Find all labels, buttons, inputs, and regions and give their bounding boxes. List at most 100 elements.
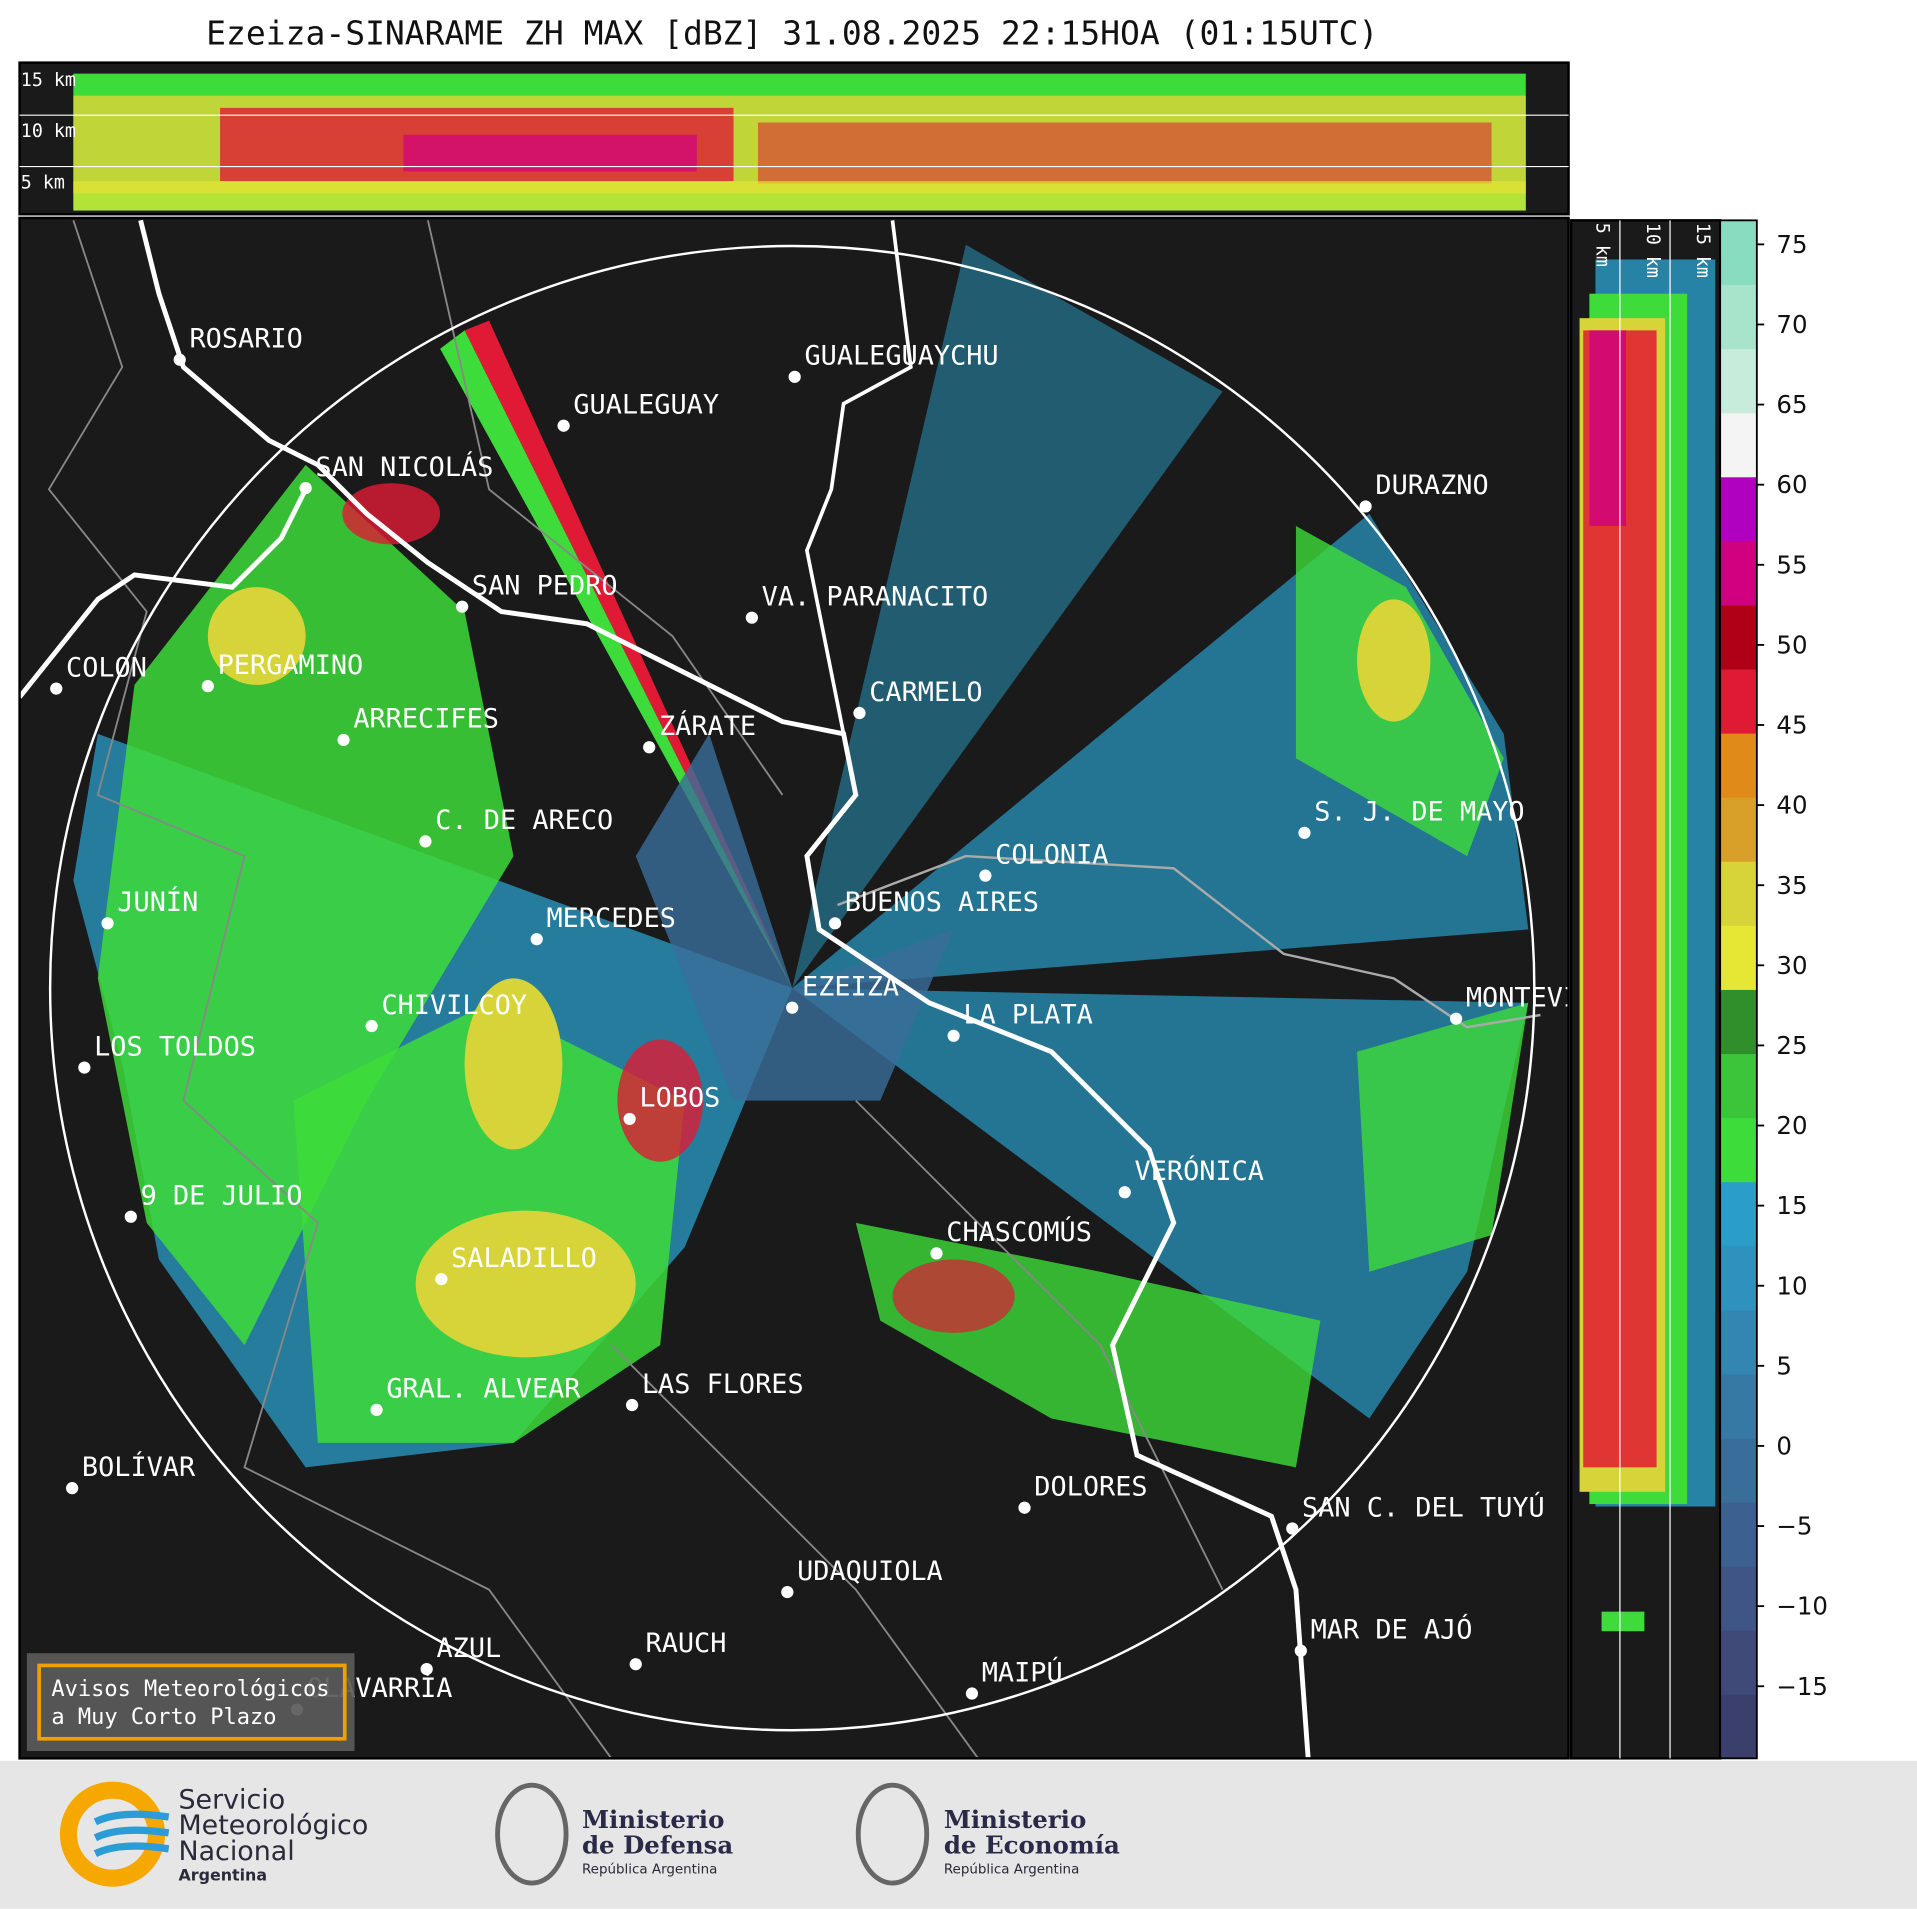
city-dot <box>419 835 432 848</box>
city-dot <box>625 1398 639 1412</box>
city-label: CARMELO <box>869 677 982 708</box>
notice-line: Avisos Meteorológicos <box>51 1677 329 1702</box>
city-label: UDAQUIOLA <box>797 1556 943 1587</box>
logo-text: Nacional <box>178 1836 294 1867</box>
city-label: GRAL. ALVEAR <box>386 1374 581 1405</box>
colorbar-frame <box>1719 219 1758 1760</box>
city-label: COLONIA <box>995 839 1108 870</box>
city-dot <box>745 611 758 624</box>
notice-line: a Muy Corto Plazo <box>51 1705 276 1730</box>
colorbar-tick-label: 75 <box>1776 230 1807 259</box>
city-label: LA PLATA <box>963 1000 1092 1031</box>
colorbar-tick-label: 30 <box>1776 951 1807 980</box>
logo-text: Argentina <box>178 1866 267 1885</box>
city-dot <box>173 353 186 366</box>
color-bin <box>1720 861 1757 926</box>
notice[interactable]: Avisos Meteorológicos a Muy Corto Plazo <box>26 1653 355 1752</box>
colorbar-tick-label: 65 <box>1776 390 1807 419</box>
color-bin <box>1720 925 1757 990</box>
colorbar-tick-label: 50 <box>1776 630 1807 659</box>
color-bin <box>1720 1181 1757 1247</box>
colorbar: −15 −10 −5 0 5 10 15 20 25 30 35 40 45 50 55 60 65 70 75 <box>1719 219 1828 1760</box>
city-label: C. DE ARECO <box>435 805 613 836</box>
city-label: CHASCOMÚS <box>946 1216 1092 1248</box>
color-bin <box>1720 604 1757 670</box>
city-dot <box>456 600 469 613</box>
city-dot <box>1359 500 1372 513</box>
color-bin <box>1720 1245 1757 1311</box>
city-label: LOS TOLDOS <box>94 1031 256 1062</box>
city-label: MERCEDES <box>546 903 675 934</box>
city-label: RAUCH <box>646 1628 727 1659</box>
city-dot <box>1286 1522 1299 1535</box>
height-label: 10 km <box>21 121 76 142</box>
city-label: 9 DE JULIO <box>141 1181 303 1212</box>
height-label: 5 km <box>1592 223 1613 267</box>
range-ring <box>48 244 1536 1732</box>
city-label: LAS FLORES <box>642 1369 804 1400</box>
city-label: MAR DE AJÓ <box>1311 1614 1473 1646</box>
color-bin <box>1720 1630 1757 1695</box>
city-label: SALADILLO <box>451 1243 597 1274</box>
city-dot <box>420 1662 433 1676</box>
color-bin <box>1720 476 1757 542</box>
city-dot <box>370 1403 383 1417</box>
city-label: MONTEVIDEO <box>1466 982 1628 1013</box>
city-label: GUALEGUAY <box>573 390 719 421</box>
city-dot <box>786 1001 799 1014</box>
color-bin <box>1720 1437 1757 1503</box>
city-dot <box>365 1019 378 1033</box>
logo-text: República Argentina <box>944 1861 1079 1877</box>
city-label: AZUL <box>436 1633 501 1664</box>
color-bin <box>1720 1373 1757 1439</box>
colorbar-tick-label: 35 <box>1776 871 1807 900</box>
city-label: EZEIZA <box>802 971 899 1002</box>
city-label: PERGAMINO <box>218 650 364 681</box>
city-label: ROSARIO <box>189 323 302 354</box>
color-bin <box>1720 220 1757 286</box>
borders <box>19 219 1541 1759</box>
side-profile: 5 km 10 km 15 km <box>1569 219 1722 1760</box>
city-dot <box>788 370 801 383</box>
colorbar-tick-label: −15 <box>1776 1672 1828 1701</box>
city-dot <box>629 1658 642 1671</box>
color-bin <box>1720 1117 1757 1183</box>
colorbar-tick-label: 70 <box>1776 310 1807 339</box>
city-dot <box>337 733 350 747</box>
color-bin <box>1720 412 1757 478</box>
logo-text: de Defensa <box>582 1831 733 1860</box>
logo-text: de Economía <box>944 1831 1120 1860</box>
city-label: BOLÍVAR <box>82 1451 196 1483</box>
city-label: S. J. DE MAYO <box>1314 797 1524 828</box>
city-dot <box>530 933 543 946</box>
city-dot <box>1294 1644 1307 1657</box>
logo-text: Ministerio <box>582 1805 724 1834</box>
logo-text: República Argentina <box>582 1861 717 1877</box>
logo-text: Meteorológico <box>178 1810 368 1841</box>
logo-text: Ministerio <box>944 1805 1086 1834</box>
city-label: ARRECIFES <box>353 704 499 735</box>
city-dot <box>828 917 842 930</box>
city-label: ZÁRATE <box>659 710 756 742</box>
city-dot <box>1298 826 1311 839</box>
city-label: VERÓNICA <box>1135 1155 1264 1187</box>
city-dot <box>557 419 570 432</box>
city-label: SAN C. DEL TUYÚ <box>1302 1491 1545 1523</box>
logo-economia: Ministerio de Economía República Argenti… <box>855 1782 1120 1886</box>
color-bin <box>1720 1053 1757 1119</box>
color-bin <box>1720 797 1757 862</box>
city-label: GUALEGUAYCHU <box>804 341 998 372</box>
color-bin <box>1720 1566 1757 1631</box>
city-label: CHIVILCOY <box>381 990 527 1021</box>
city-label: MAIPÚ <box>982 1656 1063 1688</box>
city-dot <box>299 481 312 495</box>
height-label: 15 km <box>1692 223 1713 278</box>
color-bin <box>1720 1309 1757 1375</box>
colorbar-tick-label: 15 <box>1776 1191 1807 1220</box>
city-dot <box>930 1247 943 1260</box>
city-label: COLON <box>66 652 147 683</box>
colorbar-tick-label: 60 <box>1776 470 1807 499</box>
color-bin <box>1720 733 1757 798</box>
